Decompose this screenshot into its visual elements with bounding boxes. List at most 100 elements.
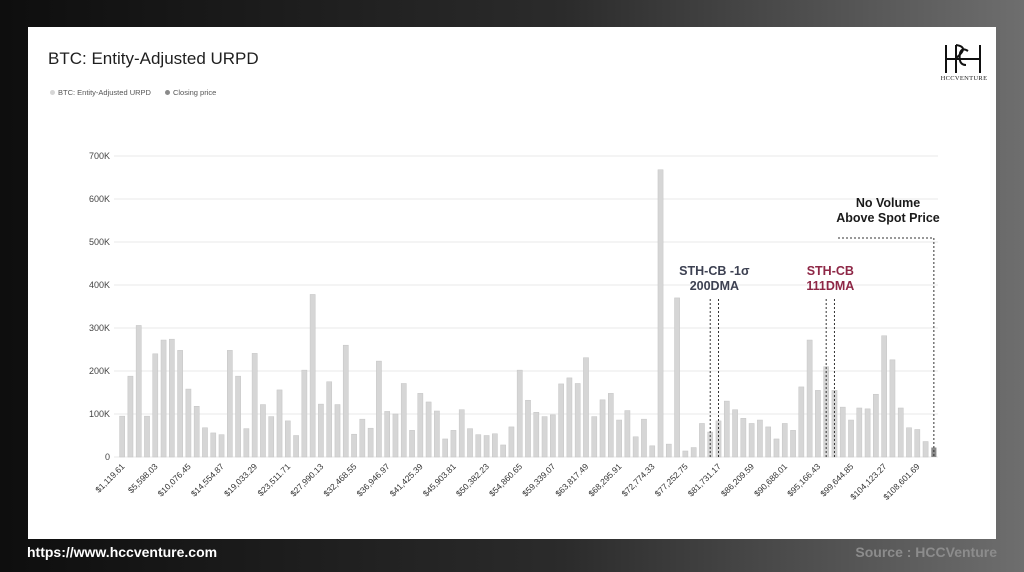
bar [318, 403, 324, 458]
bar [276, 389, 283, 458]
bar [235, 375, 241, 458]
bar [193, 406, 200, 458]
bar [790, 430, 796, 458]
bar [392, 413, 399, 458]
bar [748, 423, 755, 458]
bar [326, 381, 333, 458]
bar [732, 409, 738, 458]
bar [674, 297, 680, 458]
y-tick-label: 400K [89, 280, 110, 290]
bar [922, 441, 929, 458]
x-tick-label: $86,209.59 [719, 461, 756, 498]
bar [351, 433, 357, 458]
x-tick-label: $63,817.49 [553, 461, 590, 498]
bar [152, 353, 159, 458]
bar [144, 415, 150, 458]
bar [839, 406, 846, 458]
bar [665, 443, 672, 458]
bar [376, 360, 382, 458]
x-tick-label: $10,076.45 [156, 461, 193, 498]
x-tick-label: $59,339.07 [520, 461, 557, 498]
bar [227, 350, 233, 458]
legend-label-urpd: BTC: Entity-Adjusted URPD [58, 88, 151, 97]
bar [550, 414, 556, 458]
legend-entry-urpd: BTC: Entity-Adjusted URPD [50, 88, 151, 97]
legend-label-closing-price: Closing price [172, 88, 217, 97]
bar [293, 435, 299, 458]
bar [334, 404, 341, 458]
x-tick-label: $5,598.03 [126, 461, 160, 495]
bar [889, 359, 896, 458]
bar [699, 423, 705, 458]
chart-legend: BTC: Entity-Adjusted URPD Closing price [50, 88, 216, 97]
bar [384, 411, 391, 458]
bar [765, 426, 772, 458]
bar [160, 339, 167, 458]
bar [442, 438, 448, 458]
bar [608, 393, 614, 458]
bar [864, 408, 871, 458]
logo-text: HCCVENTURE [940, 75, 988, 82]
bar [624, 410, 631, 458]
chart-title: BTC: Entity-Adjusted URPD [48, 49, 259, 68]
bar [425, 401, 432, 458]
x-tick-label: $27,990.13 [288, 461, 325, 498]
bar [873, 393, 879, 458]
x-tick-label: $23,511.71 [255, 461, 292, 498]
bar [500, 444, 506, 458]
y-tick-label: 600K [89, 194, 110, 204]
bar [632, 436, 639, 458]
bar [268, 416, 275, 458]
bar [773, 438, 780, 458]
x-tick-label: $77,252.75 [653, 461, 690, 498]
x-tick-label: $41,425.39 [388, 461, 425, 498]
bar [798, 386, 805, 458]
bar [574, 383, 581, 458]
bar [616, 419, 622, 458]
bar [558, 383, 564, 458]
x-tick-label: $72,774.33 [620, 461, 657, 498]
bar [119, 415, 125, 458]
bar [483, 435, 490, 458]
bar [359, 418, 366, 458]
bar [309, 294, 316, 458]
bar [599, 399, 606, 458]
bar [641, 418, 647, 458]
bar [897, 407, 904, 458]
y-tick-label: 700K [89, 151, 110, 161]
y-tick-label: 0 [105, 452, 110, 462]
footer-url[interactable]: https://www.hccventure.com [27, 544, 218, 560]
bar [218, 434, 225, 458]
bar [177, 350, 183, 458]
bar [682, 450, 689, 458]
bar [400, 383, 407, 458]
bar [541, 416, 548, 458]
footer-source: Source : HCCVenture [855, 544, 997, 560]
bar [458, 409, 465, 458]
bar [815, 390, 821, 458]
x-tick-label: $50,382.23 [454, 461, 491, 498]
x-tick-label: $19,033.29 [222, 461, 259, 498]
bar [202, 427, 208, 458]
x-tick-label: $54,860.65 [487, 461, 524, 498]
y-tick-label: 300K [89, 323, 110, 333]
bar [409, 430, 415, 458]
x-tick-label: $81,731.17 [686, 461, 723, 498]
bar [260, 404, 266, 458]
legend-entry-closing-price: Closing price [164, 88, 217, 97]
bar [475, 434, 482, 458]
bar [185, 388, 192, 458]
bar [881, 335, 887, 458]
bar [467, 428, 473, 458]
bar [583, 357, 589, 458]
bar [649, 445, 656, 458]
bar [516, 369, 523, 458]
bar [210, 432, 217, 458]
x-tick-label: $68,295.91 [586, 461, 623, 498]
x-tick-label: $95,166.43 [785, 461, 822, 498]
legend-swatch-closing-price [164, 90, 170, 95]
bar [690, 447, 697, 458]
annotation-label: Above Spot Price [836, 211, 940, 225]
bar [417, 393, 424, 458]
annotation-label: No Volume [856, 196, 920, 210]
